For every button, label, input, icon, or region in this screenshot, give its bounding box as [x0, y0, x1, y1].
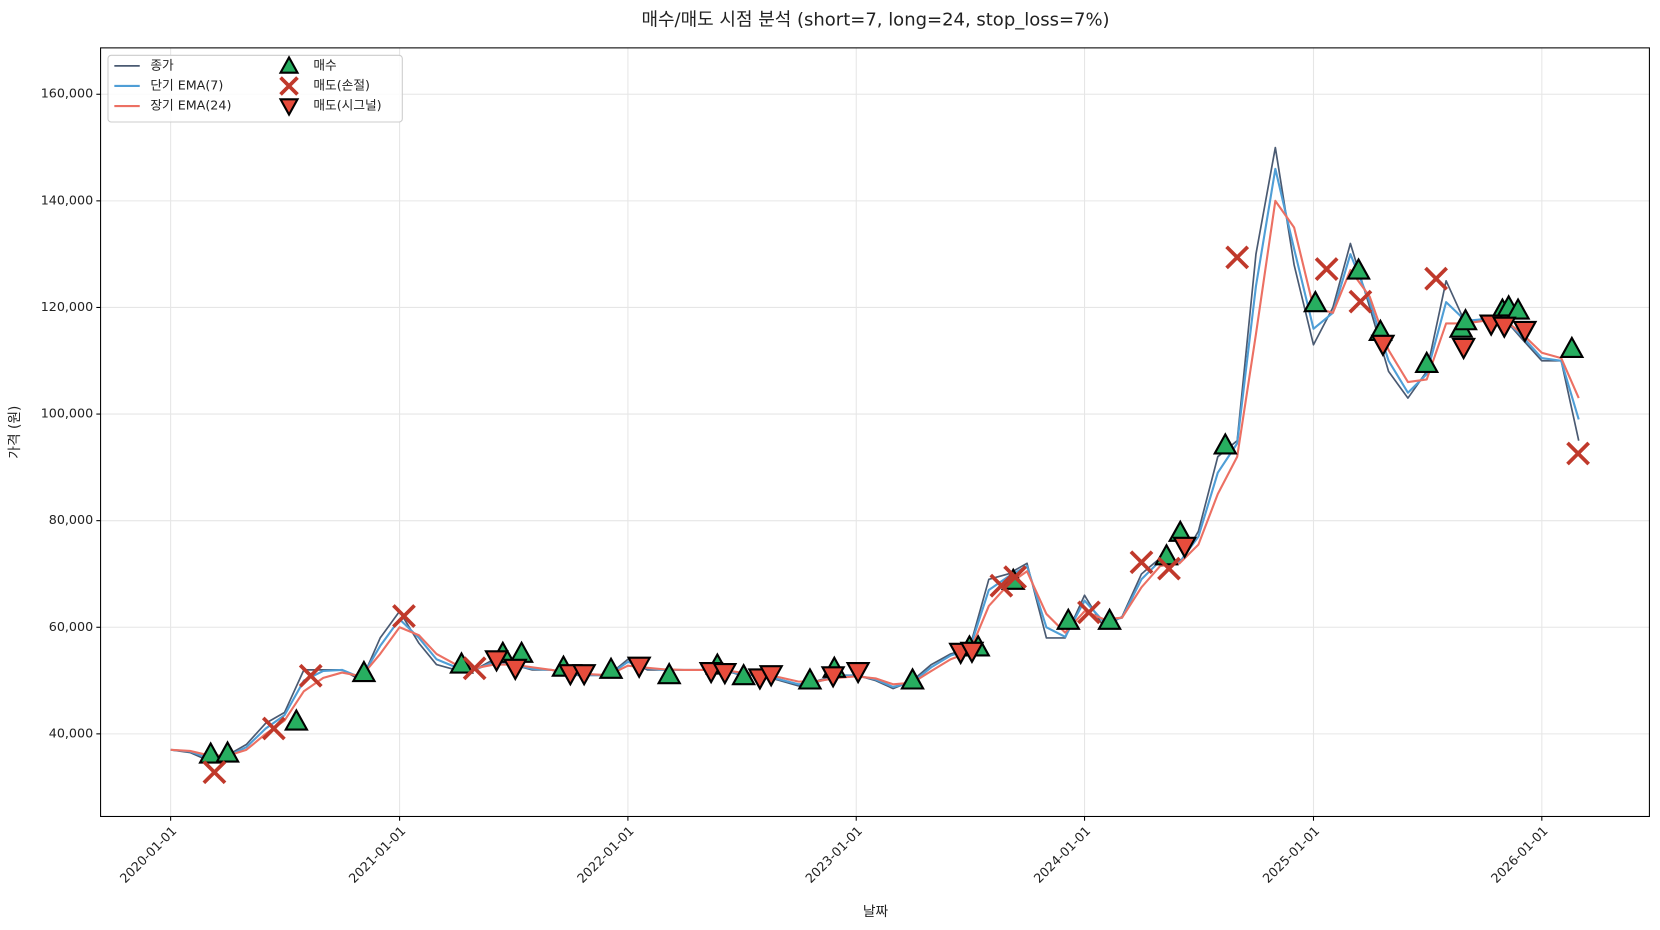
- buy-marker: [1346, 257, 1371, 280]
- sell-stop-marker: [1129, 550, 1154, 575]
- sell-signal-marker: [484, 650, 509, 673]
- buy-marker: [797, 667, 823, 690]
- marker-stroke: [1225, 245, 1250, 270]
- buy-marker: [1302, 289, 1328, 313]
- sell-stop-marker: [989, 573, 1014, 598]
- marker-stroke: [1077, 600, 1101, 625]
- legend-label: 종가: [150, 57, 174, 72]
- sell-signal-marker: [712, 663, 738, 686]
- legend-label: 장기 EMA(24): [150, 98, 231, 113]
- marker-stroke: [392, 604, 416, 628]
- axes-frame: [100, 47, 1650, 818]
- marker-stroke: [261, 716, 286, 741]
- x-axis-label: 날짜: [863, 904, 889, 920]
- sell-signal-marker: [820, 666, 846, 689]
- buy-marker: [278, 55, 300, 74]
- sell-stop-marker: [1225, 245, 1250, 270]
- marker-stroke: [1129, 550, 1154, 575]
- sell-signal-marker: [278, 98, 300, 117]
- sell-stop-marker: [1424, 266, 1448, 291]
- marker-stroke: [1157, 556, 1181, 581]
- buy-marker: [1505, 297, 1531, 320]
- series-line: [170, 199, 1580, 757]
- marker-stroke: [202, 760, 227, 785]
- y-tick-label: 100,000: [41, 406, 93, 421]
- buy-marker: [900, 667, 925, 690]
- sell-signal-marker: [1512, 320, 1538, 344]
- y-tick-label: 140,000: [41, 192, 93, 207]
- marker-stroke: [1003, 565, 1028, 590]
- sell-signal-marker: [758, 665, 784, 688]
- sell-signal-marker: [1172, 536, 1198, 560]
- plot-area: [170, 146, 1580, 762]
- sell-stop-marker: [298, 663, 323, 688]
- sell-signal-marker: [959, 641, 985, 665]
- buy-marker: [656, 661, 682, 685]
- legend-frame: [107, 54, 403, 123]
- sell-stop-marker: [1003, 565, 1028, 590]
- sell-stop-marker: [261, 716, 286, 741]
- y-tick-label: 120,000: [41, 299, 93, 314]
- buy-marker: [1097, 607, 1122, 630]
- sell-stop-marker: [1348, 289, 1373, 314]
- buy-marker: [215, 740, 240, 763]
- y-tick-label: 80,000: [49, 512, 93, 527]
- sell-stop-marker: [1314, 257, 1339, 281]
- buy-marker: [351, 659, 377, 683]
- legend-label: 매수: [313, 57, 336, 72]
- sell-stop-marker: [202, 760, 227, 785]
- marker-stroke: [1424, 266, 1448, 291]
- buy-marker: [1559, 335, 1585, 359]
- chart-title: 매수/매도 시점 분석 (short=7, long=24, stop_loss…: [641, 9, 1109, 30]
- marker-stroke: [1348, 289, 1373, 314]
- sell-stop-marker: [462, 656, 487, 681]
- buy-marker: [598, 656, 624, 679]
- marker-stroke: [1566, 441, 1590, 466]
- buy-marker: [1055, 607, 1081, 630]
- sell-stop-marker: [392, 604, 416, 628]
- y-tick-label: 160,000: [41, 86, 93, 101]
- marker-stroke: [462, 656, 487, 681]
- buy-marker: [283, 708, 309, 731]
- sell-signal-marker: [845, 661, 871, 685]
- marker-stroke: [989, 573, 1014, 598]
- buy-marker: [1212, 432, 1238, 455]
- sell-stop-marker: [279, 76, 299, 96]
- buy-marker: [1453, 308, 1478, 331]
- sell-signal-marker: [1451, 337, 1477, 361]
- marker-stroke: [298, 663, 323, 688]
- sell-stop-marker: [1157, 556, 1181, 581]
- sell-signal-marker: [502, 658, 528, 682]
- sell-signal-marker: [626, 656, 652, 679]
- marker-stroke: [279, 76, 299, 96]
- sell-stop-marker: [1566, 441, 1590, 466]
- sell-signal-marker: [571, 664, 597, 687]
- legend-label: 매도(시그널): [313, 98, 381, 113]
- sell-signal-marker: [1491, 316, 1517, 339]
- sell-stop-marker: [1077, 600, 1101, 625]
- sell-signal-marker: [1370, 334, 1396, 358]
- legend-label: 단기 EMA(7): [150, 77, 223, 92]
- y-axis-label: 가격 (원): [7, 406, 23, 459]
- y-tick-label: 40,000: [49, 725, 93, 740]
- buy-marker: [198, 741, 224, 764]
- buy-marker: [1414, 350, 1440, 373]
- buy-marker: [731, 662, 757, 686]
- legend-label: 매도(손절): [313, 77, 370, 92]
- marker-stroke: [1314, 257, 1339, 281]
- y-tick-label: 60,000: [49, 619, 93, 634]
